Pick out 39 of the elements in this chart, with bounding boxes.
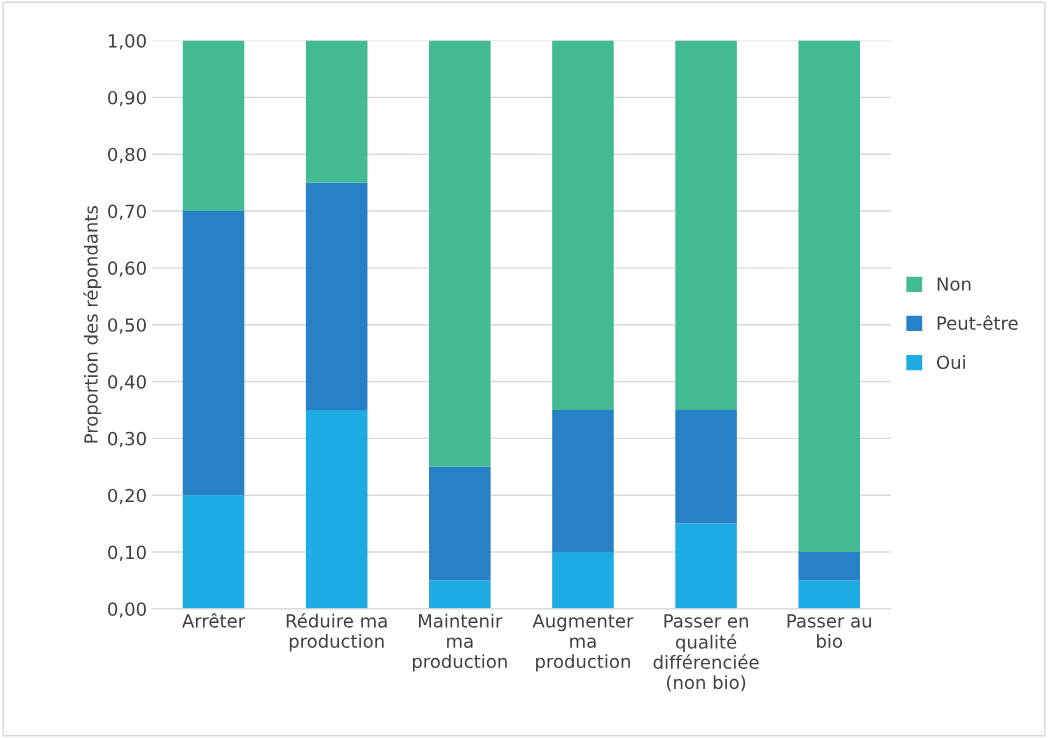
- bar: [675, 523, 737, 609]
- y-tick-label: 0,50: [108, 318, 146, 334]
- bar: [429, 466, 491, 581]
- y-tick-label: 0,10: [108, 545, 146, 561]
- legend-label: Peut-être: [937, 315, 1018, 330]
- y-tick-label: 0,70: [108, 204, 146, 221]
- x-tick-label: Arrêter: [182, 612, 246, 628]
- y-tick-label: 0,80: [108, 147, 146, 164]
- x-tick-label: Passer en qualité différenciée (non bio): [653, 614, 759, 692]
- y-tick-label: 0,40: [108, 375, 146, 391]
- bar: [675, 40, 737, 410]
- bar: [182, 495, 245, 609]
- bar: [305, 409, 368, 609]
- bar: [429, 580, 491, 609]
- bar: [552, 409, 614, 553]
- bar: [798, 580, 861, 609]
- bar: [552, 40, 614, 410]
- legend-label: Non: [937, 277, 971, 291]
- y-axis-title: Proportion des répondants: [83, 206, 102, 443]
- x-tick-label: Réduire ma production: [286, 612, 387, 652]
- x-tick-label: Maintenir ma production: [412, 613, 507, 672]
- y-tick-label: 0,20: [108, 488, 146, 505]
- y-tick-label: 0,90: [108, 90, 146, 107]
- bar: [675, 409, 737, 524]
- bar: [182, 40, 245, 212]
- y-tick-label: 1,00: [108, 34, 146, 50]
- bar: [429, 40, 491, 467]
- bar: [798, 552, 861, 581]
- bar: [182, 211, 245, 496]
- bar: [798, 40, 861, 553]
- x-tick-label: Augmenter ma production: [532, 614, 634, 672]
- y-tick-label: 0,00: [108, 602, 146, 618]
- y-tick-label: 0,60: [108, 261, 146, 277]
- bar: [305, 40, 368, 183]
- y-tick-label: 0,30: [108, 431, 146, 448]
- bar: [305, 182, 368, 410]
- bar: [552, 552, 614, 609]
- legend-label: Oui: [936, 355, 965, 370]
- x-tick-label: Passer au bio: [787, 614, 871, 648]
